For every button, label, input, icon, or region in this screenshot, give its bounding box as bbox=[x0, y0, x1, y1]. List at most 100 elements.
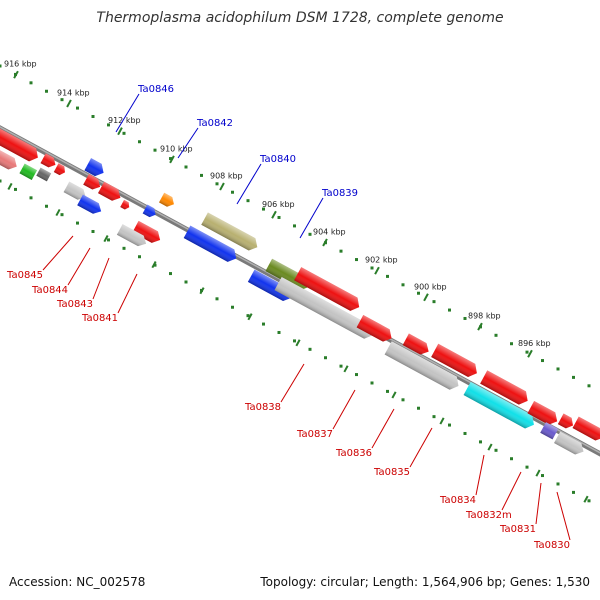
scale-tick-label: 900 kbp bbox=[414, 282, 447, 291]
ruler-dot bbox=[184, 280, 188, 284]
ruler-dot bbox=[45, 89, 48, 93]
gene-feature[interactable] bbox=[132, 220, 163, 246]
ruler-dot bbox=[541, 474, 544, 478]
scale-tick-label: 912 kbp bbox=[108, 116, 141, 125]
gene-feature[interactable] bbox=[572, 416, 600, 444]
ruler-dot bbox=[510, 342, 513, 346]
gene-feature[interactable] bbox=[84, 158, 106, 179]
gene-feature[interactable] bbox=[19, 163, 37, 180]
ruler-dot bbox=[122, 131, 126, 135]
minor-tick bbox=[55, 208, 61, 217]
ruler-dot bbox=[556, 482, 560, 486]
reverse-gene-label[interactable]: Ta0844 bbox=[31, 285, 68, 296]
gene-feature[interactable] bbox=[83, 174, 103, 192]
minor-tick bbox=[199, 287, 205, 295]
major-tick bbox=[169, 155, 175, 164]
gene-feature[interactable] bbox=[554, 431, 587, 458]
ruler-dot bbox=[355, 373, 358, 377]
ruler-dot bbox=[308, 347, 312, 351]
ruler-dot bbox=[76, 106, 79, 110]
gene-feature[interactable] bbox=[36, 167, 52, 182]
ruler-dot bbox=[231, 305, 234, 309]
ruler-dot bbox=[494, 333, 498, 337]
gene-feature[interactable] bbox=[63, 181, 89, 203]
gene-feature[interactable] bbox=[97, 181, 124, 204]
ruler-dot bbox=[324, 356, 327, 360]
label-leader bbox=[556, 491, 571, 541]
forward-gene-label[interactable]: Ta0842 bbox=[196, 118, 233, 129]
gene-feature[interactable] bbox=[53, 163, 68, 177]
reverse-gene-label[interactable]: Ta0830 bbox=[533, 540, 570, 551]
reverse-gene-label[interactable]: Ta0835 bbox=[373, 467, 410, 478]
ruler-dot bbox=[448, 423, 451, 427]
minor-tick bbox=[487, 443, 493, 451]
ruler-dot bbox=[91, 229, 95, 233]
gene-feature[interactable] bbox=[480, 370, 531, 407]
ruler-dot bbox=[479, 440, 482, 444]
ruler-dot bbox=[525, 465, 529, 469]
forward-gene-label[interactable]: Ta0839 bbox=[321, 188, 358, 199]
major-tick bbox=[271, 210, 277, 219]
ruler-dot bbox=[448, 308, 451, 312]
ruler-dot bbox=[0, 64, 2, 68]
gene-feature[interactable] bbox=[116, 224, 149, 249]
ruler-dot bbox=[587, 384, 591, 388]
ruler-dot bbox=[262, 322, 265, 326]
gene-feature[interactable] bbox=[384, 341, 462, 392]
gene-feature[interactable] bbox=[557, 413, 576, 431]
reverse-gene-label[interactable]: Ta0843 bbox=[56, 299, 93, 310]
scale-tick-label: 904 kbp bbox=[313, 227, 346, 236]
gene-feature[interactable] bbox=[463, 381, 538, 431]
ruler-dot bbox=[355, 258, 358, 262]
forward-gene-label[interactable]: Ta0846 bbox=[137, 84, 174, 95]
gene-feature[interactable] bbox=[431, 343, 480, 380]
ruler-dot bbox=[169, 272, 172, 276]
gene-feature[interactable] bbox=[294, 267, 363, 314]
reverse-gene-label[interactable]: Ta0831 bbox=[499, 524, 536, 535]
major-tick bbox=[423, 293, 429, 302]
gene-feature[interactable] bbox=[402, 333, 432, 358]
map-title: Thermoplasma acidophilum DSM 1728, compl… bbox=[96, 10, 503, 26]
gene-feature[interactable] bbox=[527, 400, 560, 428]
label-leader bbox=[475, 454, 485, 496]
scale-tick-label: 914 kbp bbox=[57, 88, 90, 97]
reverse-gene-label[interactable]: Ta0834 bbox=[439, 495, 476, 506]
forward-gene-label[interactable]: Ta0840 bbox=[259, 154, 296, 165]
gene-feature[interactable] bbox=[540, 422, 559, 440]
reverse-gene-label[interactable]: Ta0836 bbox=[335, 448, 372, 459]
label-leader bbox=[371, 408, 395, 449]
ruler-dot bbox=[339, 249, 343, 253]
scale-tick-label: 898 kbp bbox=[468, 312, 501, 321]
label-leader bbox=[501, 471, 522, 511]
reverse-gene-label[interactable]: Ta0841 bbox=[81, 313, 118, 324]
gene-feature[interactable] bbox=[0, 126, 41, 164]
gene-feature[interactable] bbox=[183, 225, 240, 265]
gene-feature[interactable] bbox=[77, 194, 104, 217]
gene-feature[interactable] bbox=[201, 212, 260, 253]
ruler-dot bbox=[386, 274, 389, 278]
gene-feature[interactable] bbox=[142, 204, 158, 220]
reverse-gene-label[interactable]: Ta0832m bbox=[465, 510, 512, 521]
ruler-dot bbox=[417, 291, 420, 295]
reverse-gene-label[interactable]: Ta0838 bbox=[244, 402, 281, 413]
reverse-gene-label[interactable]: Ta0837 bbox=[296, 429, 333, 440]
minor-tick bbox=[439, 417, 445, 425]
ruler-dot bbox=[401, 283, 405, 287]
reverse-gene-label[interactable]: Ta0845 bbox=[6, 270, 43, 281]
ruler-dot bbox=[293, 224, 296, 228]
minor-tick bbox=[103, 235, 109, 243]
gene-feature[interactable] bbox=[0, 141, 20, 173]
gene-feature[interactable] bbox=[274, 276, 377, 342]
gene-feature[interactable] bbox=[40, 153, 59, 169]
gene-feature[interactable] bbox=[356, 315, 395, 344]
scale-tick-label: 908 kbp bbox=[210, 172, 243, 181]
ruler-dot bbox=[122, 246, 126, 250]
ruler-dot bbox=[293, 339, 296, 343]
gene-feature[interactable] bbox=[159, 192, 177, 209]
ruler-dot bbox=[572, 490, 575, 494]
gene-feature[interactable] bbox=[120, 199, 131, 211]
ruler-dot bbox=[200, 173, 203, 177]
label-leader bbox=[409, 427, 433, 468]
minor-tick bbox=[151, 261, 157, 269]
